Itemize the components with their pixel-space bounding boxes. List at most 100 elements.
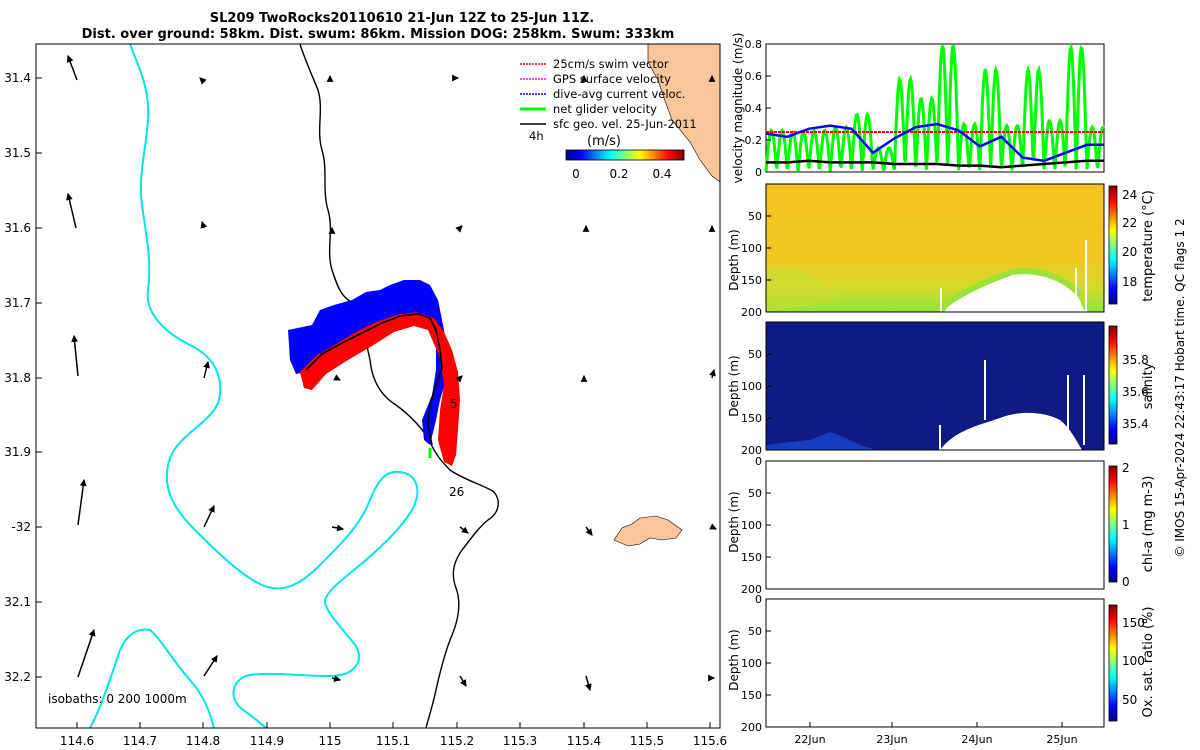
isobath-1000m-south	[89, 628, 215, 728]
map-ytick-label: 31.5	[4, 146, 31, 160]
chla-ylabel: Depth (m)	[727, 491, 741, 552]
time-tick-label: 23Jun	[876, 733, 907, 746]
annotation-26: 26	[449, 485, 464, 499]
depth-tick-label: 150	[741, 551, 762, 564]
map-ytick-label: 32.2	[4, 670, 31, 684]
geo-arrow-head	[580, 74, 588, 82]
chla-panel: Depth (m) 2 1 0 chl-a (mg m-3)	[727, 460, 1156, 590]
oxygen-ylabel: Depth (m)	[727, 629, 741, 690]
series-dive-avg-current-veloc-	[765, 122, 1104, 163]
geo-arrow-head	[580, 374, 588, 382]
geo-arrow-head	[199, 77, 207, 85]
geo-arrow-head	[455, 375, 463, 383]
map-ytick-label: 31.6	[4, 221, 31, 235]
map-ytick-label: 32.1	[4, 595, 31, 609]
depth-tick-label: 150	[741, 274, 762, 287]
salinity-cbar-label: salinity	[1141, 362, 1156, 409]
geo-arrow-head	[328, 226, 336, 234]
chla-cbar-2: 2	[1122, 461, 1130, 475]
geo-arrow-head	[210, 655, 218, 663]
map-ytick-label: 31.8	[4, 371, 31, 385]
depth-tick-label: 50	[748, 625, 762, 638]
depth-tick-label: 200	[741, 444, 762, 457]
geo-arrow-head	[333, 374, 342, 381]
series-sfc-geo-vel-	[766, 159, 1104, 169]
depth-tick-label: 0	[755, 455, 762, 468]
legend-label-current: dive-avg current veloc.	[553, 87, 686, 101]
salinity-colorbar	[1108, 325, 1118, 445]
depth-tick-label: 100	[741, 242, 762, 255]
depth-tick-label: 100	[741, 657, 762, 670]
credit-text: © IMOS 15-Apr-2024 22:43:17 Hobart time.…	[1173, 218, 1187, 557]
geo-arrow-head	[326, 74, 334, 82]
map-xtick-label: 114.8	[186, 734, 220, 748]
geo-arrow	[77, 629, 95, 678]
chla-cbar-0: 0	[1122, 575, 1130, 589]
geo-arrow-head	[452, 74, 460, 82]
geo-arrow-head	[582, 224, 590, 232]
map-ytick-label: -32	[11, 520, 31, 534]
oxygen-cbar-label: Ox. sat. ratio (%)	[1141, 607, 1156, 718]
geo-arrow-head	[208, 504, 215, 513]
velocity-panel: 0 0.2 0.4 0.6 0.8 velocity magnitude (m/s)	[731, 33, 1106, 184]
geo-arrow-head	[460, 679, 467, 687]
velocity-ylabel: velocity magnitude (m/s)	[731, 33, 745, 184]
island-land	[613, 515, 683, 547]
geo-arrow-head	[333, 675, 342, 682]
geo-arrow-head	[200, 220, 208, 229]
temp-cbar-22: 22	[1122, 216, 1137, 230]
chla-colorbar	[1108, 465, 1118, 583]
map-xtick-label: 115.2	[440, 734, 474, 748]
map-ytick-label: 31.9	[4, 445, 31, 459]
depth-tick-label: 50	[748, 348, 762, 361]
depth-tick-label: 200	[741, 583, 762, 596]
colorbar-tick-0: 0	[572, 167, 580, 181]
temp-cbar-18: 18	[1122, 275, 1137, 289]
geo-arrow-head	[708, 674, 716, 682]
colorbar-tick-2: 0.4	[652, 167, 671, 181]
legend-label-net: net glider velocity	[553, 102, 657, 116]
track-current-fan	[288, 280, 448, 445]
annotation-5: 5	[450, 397, 458, 411]
track-swim-fan	[300, 312, 460, 466]
map-xtick-label: 115.5	[630, 734, 664, 748]
oxygen-colorbar	[1108, 604, 1118, 722]
legend-label-gps: GPS surface velocity	[553, 72, 671, 86]
ox-cbar-50: 50	[1122, 693, 1137, 707]
coastline-land	[647, 44, 720, 183]
map-panel: 114.6 114.7 114.8 114.9 115 115.1 115.2 115.3 11…	[4, 43, 727, 748]
colorbar-tick-1: 0.2	[609, 167, 628, 181]
sal-cbar-358: 35.8	[1122, 353, 1149, 367]
map-xtick-label: 115	[319, 734, 342, 748]
isobaths-label: isobaths: 0 200 1000m	[48, 692, 187, 706]
geo-arrow-head	[455, 225, 463, 233]
temperature-panel: Depth (m) 24 22 20 18 temperature (°C)	[727, 183, 1156, 313]
map-ytick-label: 31.4	[4, 71, 31, 85]
legend-label-swim: 25cm/s swim vector	[553, 57, 669, 71]
sal-cbar-354: 35.4	[1122, 417, 1149, 431]
depth-tick-label: 100	[741, 519, 762, 532]
temperature-cbar-label: temperature (°C)	[1141, 190, 1156, 302]
vel-ytick-label: 0.2	[745, 134, 763, 147]
time-tick-label: 22Jun	[794, 733, 825, 746]
geo-arrow-head	[461, 526, 469, 534]
vel-ytick-label: 0	[755, 166, 762, 179]
geo-arrow-head	[709, 523, 718, 530]
depth-tick-label: 200	[741, 721, 762, 734]
ox-cbar-100: 100	[1122, 654, 1145, 668]
depth-tick-label: 150	[741, 689, 762, 702]
isobath-1000m	[129, 44, 419, 728]
salinity-panel: Depth (m) 35.8 35.6 35.4 salinity	[727, 321, 1156, 451]
geo-arrow-head	[66, 192, 73, 201]
map-xtick-label: 114.6	[60, 734, 94, 748]
time-tick-label: 25Jun	[1046, 733, 1077, 746]
geo-arrow-head	[708, 224, 716, 232]
geo-arrow-head	[79, 478, 87, 487]
map-xtick-label: 115.3	[503, 734, 537, 748]
geo-arrow-head	[203, 360, 210, 369]
map-xtick-label: 114.9	[250, 734, 284, 748]
legend-time: 4h	[529, 129, 544, 143]
colorbar-unit: (m/s)	[587, 134, 621, 149]
geostrophic-arrows	[66, 54, 718, 692]
map-xtick-label: 115.6	[693, 734, 727, 748]
